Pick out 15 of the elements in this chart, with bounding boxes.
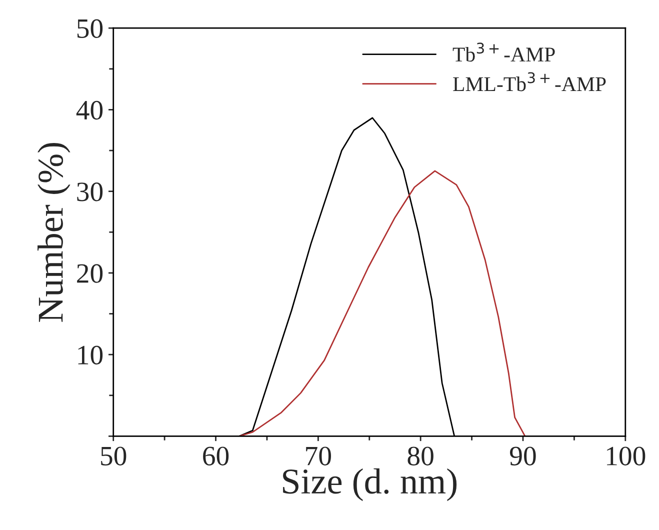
y-tick-label: 40 xyxy=(76,100,103,120)
x-axis-title: Size (d. nm) xyxy=(283,468,457,502)
legend-label: Tb$^{3+}$-AMP xyxy=(452,42,555,62)
legend-label: LML-Tb$^{3+}$-AMP xyxy=(453,72,606,92)
x-tick-label: 100 xyxy=(607,446,646,466)
x-tick-label: 90 xyxy=(510,446,536,466)
x-tick-label: 80 xyxy=(408,446,434,466)
y-tick-label: 30 xyxy=(77,182,103,202)
y-tick-label: 10 xyxy=(78,346,103,364)
x-tick-label: 60 xyxy=(203,446,229,466)
y-tick-label: 50 xyxy=(77,19,103,38)
x-tick-label: 70 xyxy=(306,446,331,466)
y-axis-title: Number (%) xyxy=(38,142,70,322)
x-tick-label: 50 xyxy=(101,446,126,466)
y-tick-label: 20 xyxy=(77,264,103,283)
